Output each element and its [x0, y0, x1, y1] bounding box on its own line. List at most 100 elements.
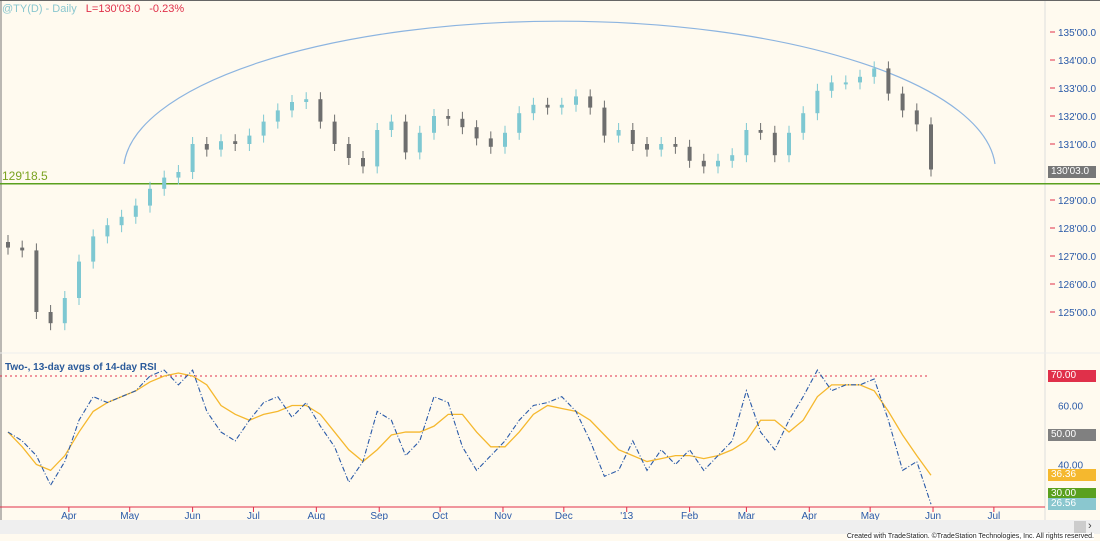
copyright-footer: Created with TradeStation. ©TradeStation…	[846, 533, 1094, 540]
price-bar	[843, 82, 848, 85]
price-bar	[858, 76, 862, 83]
price-bar	[233, 141, 238, 144]
price-bar	[162, 177, 167, 189]
price-bar	[332, 121, 337, 144]
price-bar	[730, 155, 735, 161]
price-bar	[417, 132, 422, 153]
rsi-value-tag: 26.56	[1048, 498, 1096, 511]
rsi-value-tag: 50.00	[1048, 429, 1096, 441]
price-bar	[929, 124, 933, 170]
rsi-value-tag: 30.00	[1048, 488, 1096, 500]
price-bar	[687, 146, 692, 161]
price-bar	[659, 144, 664, 150]
rsi-value-tag: 36.36	[1048, 469, 1096, 482]
month-label: Apr	[61, 511, 77, 522]
price-bar	[361, 158, 365, 167]
month-label: Jul	[987, 511, 1000, 522]
price-bar	[488, 138, 493, 147]
price-tick-label: 127'00.0	[1058, 252, 1096, 263]
price-bar	[375, 130, 380, 167]
rsi-2day-avg-line	[7, 369, 932, 505]
price-tick-label: 129'00.0	[1058, 196, 1096, 207]
price-bar	[247, 135, 252, 144]
price-bar	[559, 104, 564, 108]
price-bar	[176, 172, 181, 178]
price-tick-label: 134'00.0	[1058, 56, 1096, 67]
price-bar	[645, 144, 649, 150]
price-bar	[900, 93, 905, 111]
price-bar	[787, 132, 791, 156]
price-bar	[474, 127, 479, 139]
price-bar	[588, 96, 593, 108]
month-label: May	[861, 511, 880, 522]
price-bar	[148, 188, 152, 206]
price-bar	[77, 261, 81, 298]
price-bar	[616, 130, 621, 136]
price-bar	[432, 116, 436, 133]
rounding-top-arc	[123, 20, 996, 165]
last-price: L=130'03.0	[85, 3, 141, 15]
price-tick-label: 132'00.0	[1058, 112, 1096, 123]
price-bar	[531, 104, 536, 114]
price-bar	[275, 110, 280, 122]
price-bar	[389, 121, 394, 130]
price-tick-label: 131'00.0	[1058, 140, 1096, 151]
price-tick-label: 135'00.0	[1058, 28, 1096, 39]
price-bar	[261, 121, 266, 136]
price-bar	[105, 225, 110, 237]
price-change: -0.23%	[149, 3, 185, 15]
last-price-tag: 130'03.0	[1048, 166, 1096, 178]
month-label: Aug	[307, 511, 325, 522]
price-bar	[716, 160, 720, 167]
month-label: '13	[620, 511, 633, 522]
price-bar	[204, 144, 209, 150]
month-label: Jun	[185, 511, 201, 522]
price-bar	[886, 68, 891, 94]
indicator-title: Two-, 13-day avgs of 14-day RSI	[5, 362, 157, 373]
price-bar	[446, 116, 451, 119]
month-label: Feb	[681, 511, 699, 522]
month-label: May	[120, 511, 139, 522]
price-bar	[503, 132, 507, 147]
price-bar	[62, 298, 67, 324]
price-bar	[34, 250, 39, 312]
price-bar	[190, 144, 195, 172]
horizontal-scrollbar[interactable]	[0, 520, 1100, 534]
price-tick-label: 133'00.0	[1058, 84, 1096, 95]
price-bar	[744, 130, 749, 156]
price-bar	[772, 132, 777, 156]
scrollbar-thumb[interactable]	[1074, 521, 1086, 533]
month-label: Jul	[247, 511, 260, 522]
price-tick-label: 125'00.0	[1058, 308, 1096, 319]
price-bar	[829, 82, 834, 91]
month-label: Oct	[432, 511, 448, 522]
price-bar	[20, 247, 25, 251]
price-bar	[91, 236, 96, 262]
price-bar	[219, 141, 223, 150]
rsi-tick-label: 40.00	[1058, 461, 1083, 472]
price-bar	[48, 312, 53, 324]
price-bar	[517, 113, 522, 133]
price-bar	[460, 118, 465, 128]
price-tick-label: 126'00.0	[1058, 280, 1096, 291]
chart-header: @TY(D) - Daily L=130'03.0 -0.23%	[2, 3, 184, 15]
price-bar	[574, 96, 578, 105]
rsi-tick-label: 60.00	[1058, 402, 1083, 413]
month-label: Nov	[494, 511, 512, 522]
price-bar	[346, 144, 351, 158]
rsi-value-tag: 70.00	[1048, 370, 1096, 382]
price-bar	[701, 160, 706, 167]
price-bar	[290, 102, 294, 111]
price-bar	[545, 104, 550, 108]
symbol-label: @TY(D) - Daily	[2, 3, 77, 15]
price-bar	[119, 216, 124, 226]
month-label: Apr	[802, 511, 818, 522]
support-level-label: 129'18.5	[2, 169, 48, 183]
month-label: Mar	[738, 511, 756, 522]
price-bar	[304, 99, 309, 102]
price-bar	[815, 90, 820, 114]
price-bar	[318, 99, 323, 122]
scroll-right-arrow-icon[interactable]: ›	[1088, 520, 1092, 532]
